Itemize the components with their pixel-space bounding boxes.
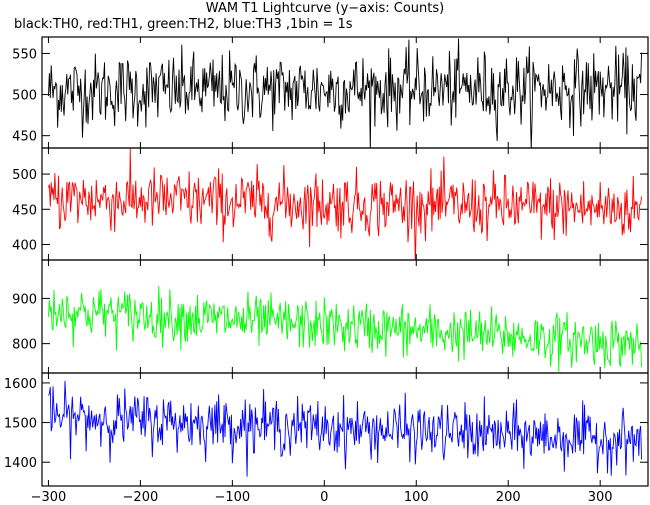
y-tick-label-1-1: 450 [12, 203, 37, 218]
series-line-panel-1-0 [48, 148, 643, 260]
x-tick-label-5: 200 [496, 490, 521, 505]
y-tick-label-0-0: 450 [12, 130, 37, 145]
series-line-panel-2-0 [47, 285, 643, 373]
y-tick-label-3-0: 1400 [4, 456, 37, 471]
x-tick-label-0: −300 [31, 490, 67, 505]
chart-title: WAM T1 Lightcurve (y−axis: Counts) [205, 1, 445, 16]
x-tick-label-1: −200 [123, 490, 159, 505]
x-tick-label-6: 300 [588, 490, 613, 505]
series-line-panel-3-0 [48, 380, 643, 477]
chart-subtitle: black:TH0, red:TH1, green:TH2, blue:TH3 … [14, 17, 353, 32]
series-line-panel-0-0 [47, 38, 643, 148]
x-tick-label-4: 100 [404, 490, 429, 505]
y-tick-label-3-2: 1600 [4, 377, 37, 392]
x-tick-label-3: 0 [320, 490, 328, 505]
y-tick-label-2-0: 800 [12, 338, 37, 353]
y-tick-label-0-1: 500 [12, 89, 37, 104]
y-tick-label-1-0: 400 [12, 239, 37, 254]
panel-frame-3 [41, 372, 649, 487]
y-tick-label-0-2: 550 [12, 47, 37, 62]
y-tick-label-3-1: 1500 [4, 417, 37, 432]
y-tick-label-1-2: 500 [12, 168, 37, 183]
x-tick-label-2: −100 [214, 490, 250, 505]
y-tick-label-2-1: 900 [12, 292, 37, 307]
